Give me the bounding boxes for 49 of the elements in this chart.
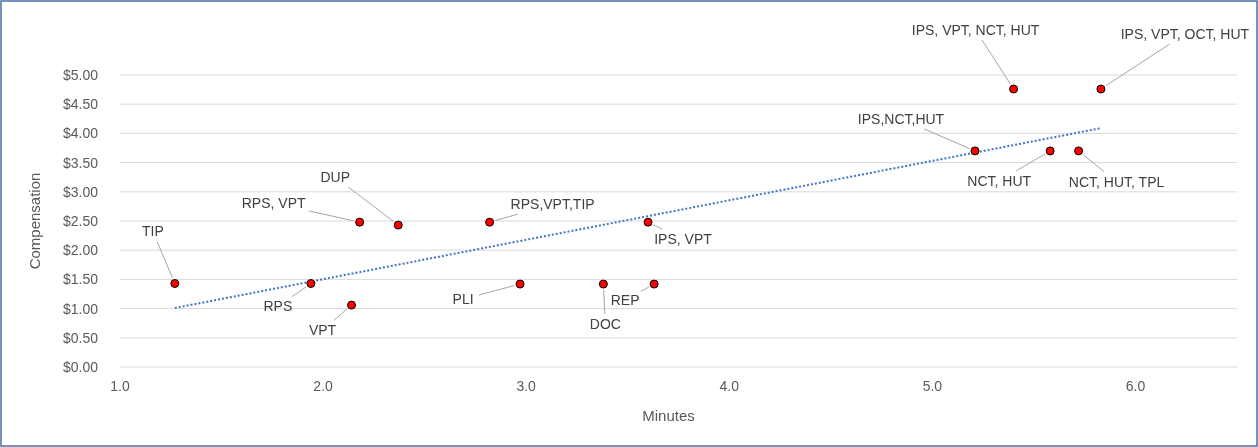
point [393,220,403,230]
annotation: IPS, VPT [654,231,713,248]
x-tick-label: 3.0 [516,378,537,394]
y-axis-title: Compensation [26,172,43,270]
point [355,217,365,227]
annotation: IPS, VPT, OCT, HUT [1120,25,1250,42]
annotation: REP [610,291,640,308]
annotation: IPS,NCT,HUT [857,110,945,127]
point [1074,146,1084,156]
y-tick-label: $2.50 [62,212,99,229]
point [347,300,357,310]
point [598,279,608,289]
y-tick-label: $1.00 [62,300,99,317]
annotation: NCT, HUT, TPL [1068,173,1165,190]
y-tick-label: $0.50 [62,329,99,346]
x-tick-label: 5.0 [922,378,943,394]
y-tick-label: $1.50 [62,271,99,288]
x-tick-label: 2.0 [313,378,334,394]
point [643,217,653,227]
point [485,217,495,227]
x-axis-title: Minutes [642,407,695,424]
annotation: DOC [589,315,621,332]
annotation: VPT [308,322,337,338]
point [170,278,180,288]
point [1009,84,1019,94]
annotation: RPS, VPT [241,195,306,212]
y-tick-label: $2.00 [62,242,99,259]
y-tick-label: $5.00 [62,66,99,83]
annotation: DUP [320,168,351,185]
y-tick-label: $4.00 [62,125,99,142]
point [515,279,525,289]
y-tick-label: $3.00 [62,183,99,200]
point [649,279,659,289]
x-tick-label: 1.0 [110,378,130,394]
annotation: PLI [452,290,474,307]
point [306,278,316,288]
annotation: NCT, HUT [967,172,1032,189]
point [1045,146,1055,156]
x-tick-label: 6.0 [1125,378,1146,394]
point [1096,84,1106,94]
point [970,146,980,156]
y-tick-label: $3.50 [62,154,99,171]
y-tick-label: $0.00 [62,358,99,375]
annotation: RPS [263,298,293,315]
annotation: IPS, VPT, NCT, HUT [911,21,1040,38]
x-tick-label: 4.0 [719,378,740,394]
annotation: RPS,VPT,TIP [510,196,595,213]
y-tick-label: $4.50 [62,96,99,113]
annotation: TIP [141,223,164,240]
